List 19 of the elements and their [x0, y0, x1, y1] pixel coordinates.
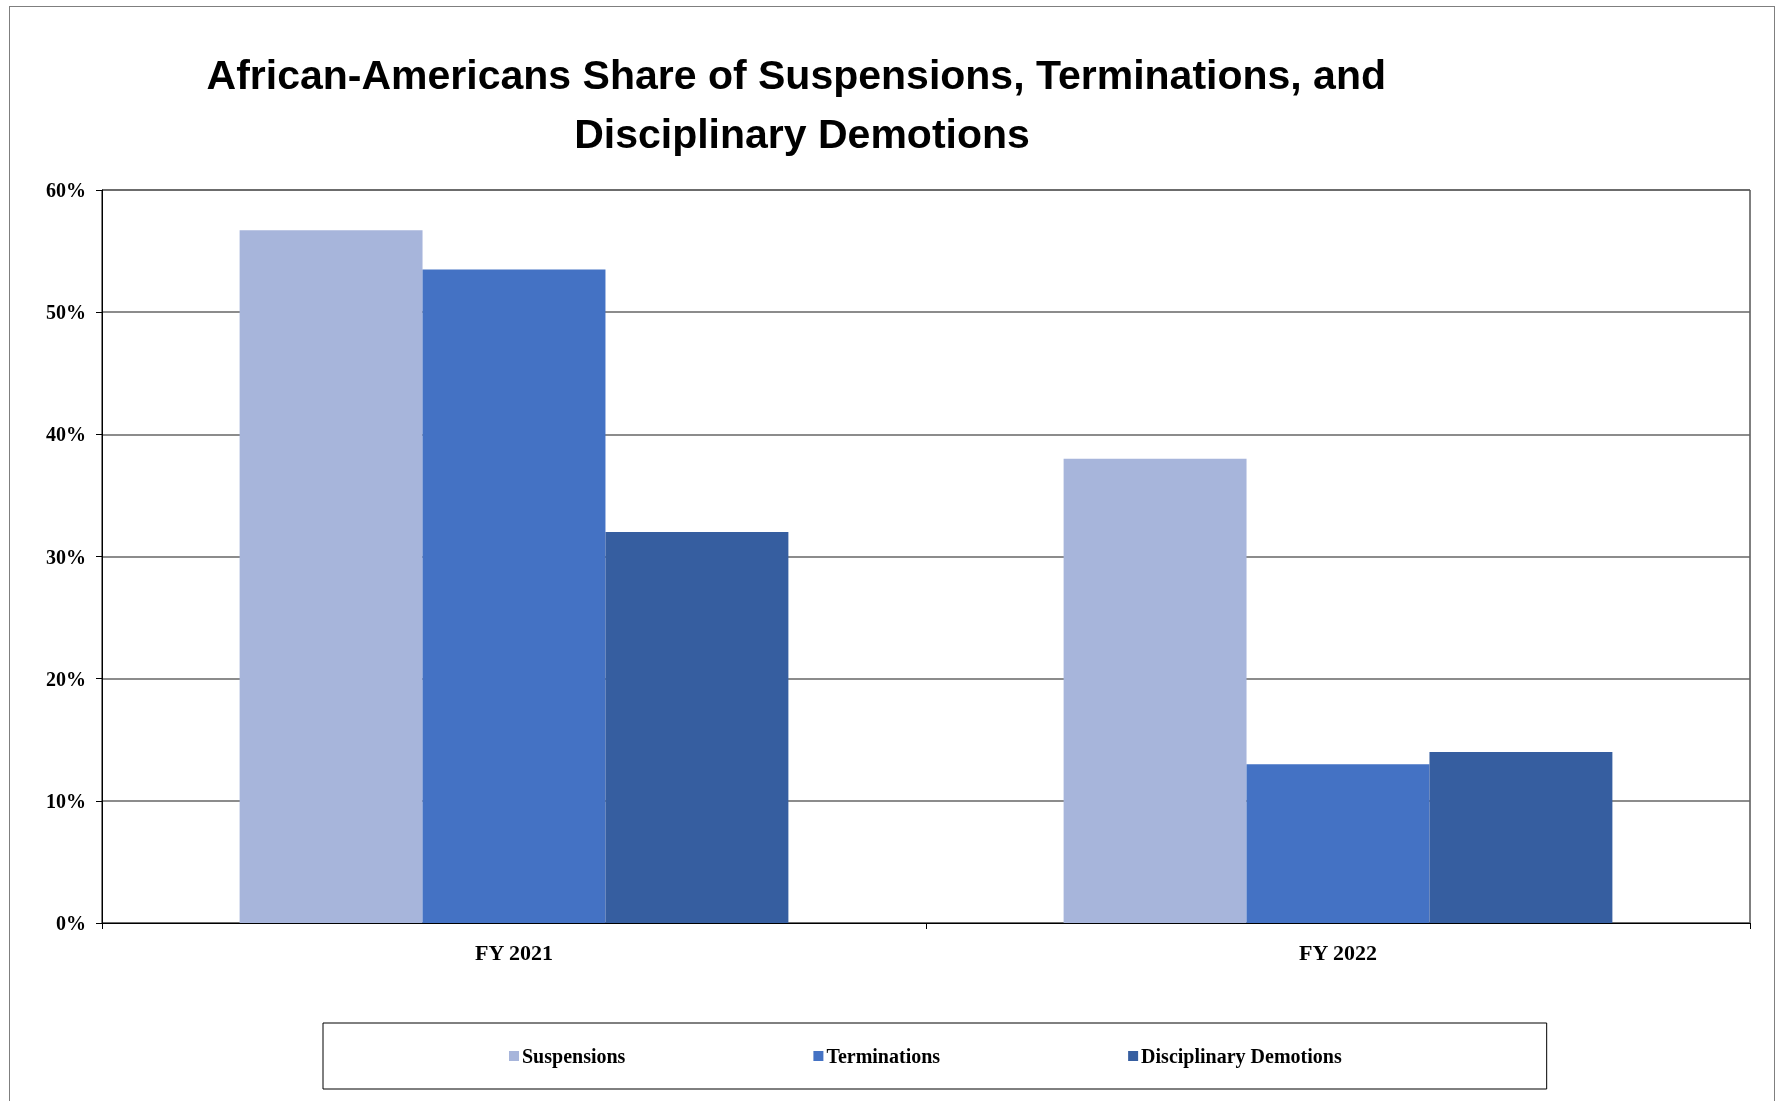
y-tick-label: 60%: [46, 179, 86, 201]
y-tick-label: 40%: [46, 423, 86, 446]
y-tick-label: 50%: [46, 301, 86, 324]
legend-label: Terminations: [826, 1045, 941, 1067]
bar: [605, 532, 789, 923]
y-tick-label: 10%: [46, 789, 86, 812]
bar: [1246, 764, 1430, 923]
y-tick-label: 0%: [56, 912, 86, 934]
y-tick-label: 20%: [46, 667, 86, 690]
chart-title: African-Americans Share of Suspensions, Terminations, and Disciplinary Demotions: [206, 51, 1398, 157]
bar: [422, 269, 606, 923]
bar: [239, 230, 423, 923]
y-tick-label: 30%: [46, 545, 86, 568]
x-tick-label: FY 2022: [1298, 939, 1378, 965]
bar: [1063, 458, 1247, 923]
legend-label: Suspensions: [522, 1045, 626, 1068]
bar: [1429, 751, 1613, 923]
legend-label: Disciplinary Demotions: [1141, 1045, 1342, 1068]
x-tick-label: FY 2021: [474, 939, 554, 965]
